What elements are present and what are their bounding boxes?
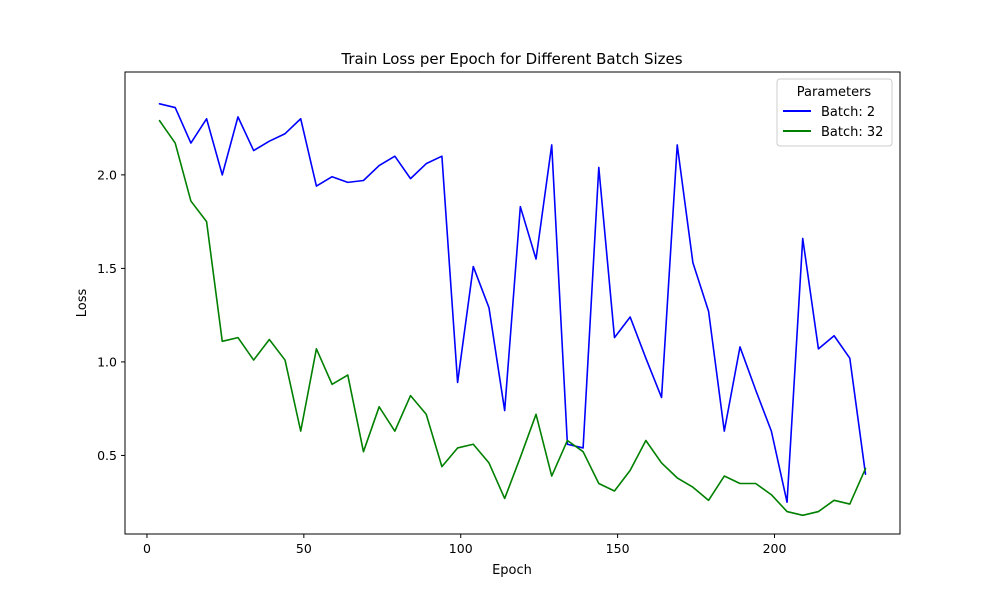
- x-tick-label: 50: [296, 541, 312, 556]
- x-tick-label: 100: [449, 541, 473, 556]
- y-tick-label: 1.5: [97, 261, 117, 276]
- legend: Parameters Batch: 2 Batch: 32: [776, 78, 893, 147]
- legend-title: Parameters: [797, 85, 872, 100]
- x-tick-label: 200: [763, 541, 787, 556]
- chart-title: Train Loss per Epoch for Different Batch…: [340, 50, 682, 68]
- y-axis: 0.5 1.0 1.5 2.0: [97, 167, 125, 463]
- x-axis: 0 50 100 150 200: [143, 534, 786, 556]
- legend-label-batch-32: Batch: 32: [821, 125, 883, 140]
- legend-box: [776, 78, 893, 147]
- series-line-batch-2: [158, 103, 867, 504]
- series-layer: [158, 103, 867, 517]
- y-tick-label: 1.0: [97, 354, 117, 369]
- y-tick-label: 2.0: [97, 167, 117, 182]
- x-tick-label: 150: [606, 541, 630, 556]
- plot-frame: [124, 71, 901, 535]
- legend-label-batch-2: Batch: 2: [821, 105, 875, 120]
- y-tick-label: 0.5: [97, 448, 117, 463]
- x-tick-label: 0: [143, 541, 151, 556]
- x-axis-label: Epoch: [492, 563, 532, 578]
- y-axis-label: Loss: [75, 289, 90, 318]
- series-line-batch-32: [158, 119, 867, 517]
